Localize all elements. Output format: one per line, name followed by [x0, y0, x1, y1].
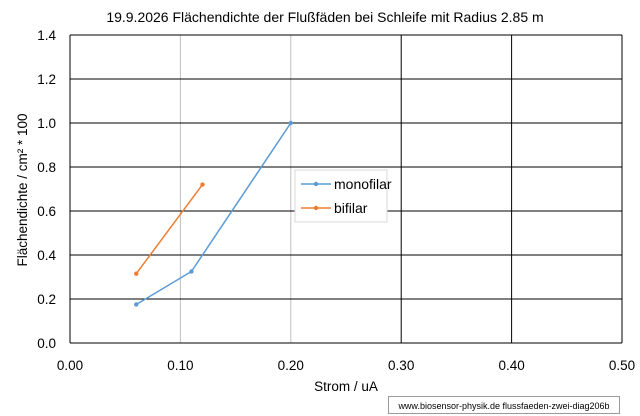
y-tick-labels: 0.0 0.2 0.4 0.6 0.8 1.0 1.2 1.4 — [37, 28, 56, 351]
legend-marker-bifilar — [313, 205, 319, 211]
x-axis-label: Strom / uA — [314, 379, 378, 394]
x-tick-label: 0.10 — [167, 358, 193, 373]
data-point-bifilar — [134, 271, 139, 276]
legend-label-bifilar: bifilar — [334, 200, 368, 216]
data-point-monofilar — [189, 269, 194, 274]
x-tick-labels: 0.00 0.10 0.20 0.30 0.40 0.50 — [57, 358, 635, 373]
y-axis-label: Flächendichte / cm² * 100 — [15, 113, 30, 266]
x-tick-label: 0.30 — [388, 358, 414, 373]
chart-title: 19.9.2026 Flächendichte der Flußfäden be… — [106, 9, 543, 25]
x-tick-label: 0.20 — [278, 358, 304, 373]
data-point-monofilar — [288, 120, 293, 126]
x-tick-label: 0.50 — [609, 358, 635, 373]
x-tick-label: 0.40 — [498, 358, 524, 373]
y-tick-label: 1.0 — [37, 116, 56, 131]
grid — [69, 34, 623, 344]
series-line-monofilar — [135, 122, 292, 306]
legend-label-monofilar: monofilar — [334, 176, 392, 192]
y-tick-label: 0.4 — [37, 248, 56, 263]
legend-marker-monofilar — [313, 181, 319, 187]
y-tick-label: 0.2 — [37, 292, 56, 307]
y-tick-label: 0.8 — [37, 160, 56, 175]
data-point-monofilar — [134, 302, 139, 307]
legend: monofilar bifilar — [294, 169, 392, 223]
data-point-bifilar — [200, 182, 205, 187]
x-tick-label: 0.00 — [57, 358, 83, 373]
y-tick-label: 1.2 — [37, 72, 56, 87]
series-layer — [134, 120, 293, 307]
y-tick-label: 0.0 — [37, 336, 56, 351]
series-line-bifilar — [135, 184, 204, 275]
source-credit: www.biosensor-physik.de flussfaeden-zwei… — [388, 396, 620, 414]
y-tick-label: 1.4 — [37, 28, 56, 43]
legend-box — [294, 169, 388, 223]
y-tick-label: 0.6 — [37, 204, 56, 219]
